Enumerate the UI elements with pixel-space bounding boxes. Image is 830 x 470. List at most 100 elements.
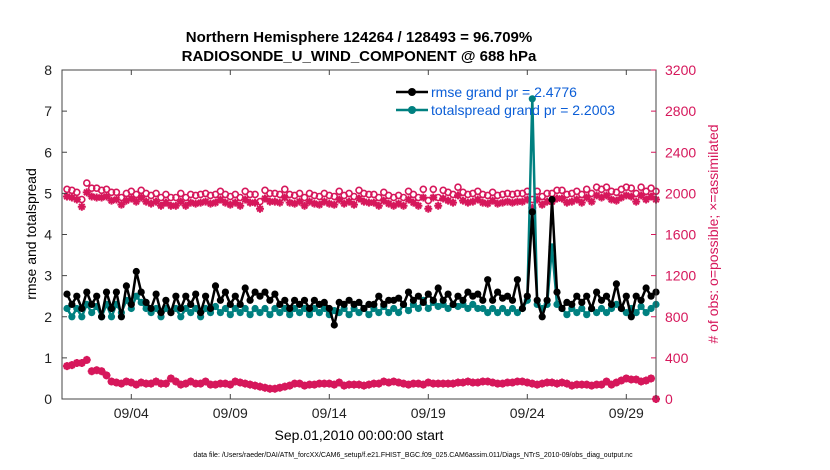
- rmse-point: [583, 292, 591, 300]
- rmse-point: [399, 300, 408, 308]
- rmse-point: [612, 280, 621, 288]
- obs-assimilated-low-point: [310, 380, 319, 389]
- obs-possible-point: [563, 190, 571, 199]
- rmse-point: [286, 304, 294, 313]
- obs-assimilated-low-point: [592, 380, 601, 389]
- obs-assimilated-point: [305, 197, 314, 206]
- rmse-point: [395, 294, 403, 302]
- rmse-point: [132, 267, 140, 276]
- obs-assimilated-low-point: [419, 380, 428, 389]
- obs-assimilated-point: [478, 198, 487, 207]
- spread-point: [597, 304, 606, 313]
- spread-point: [508, 304, 517, 313]
- rmse-point: [231, 292, 239, 300]
- obs-assimilated-point: [355, 194, 363, 203]
- obs-possible-point: [87, 184, 96, 192]
- obs-assimilated-point: [642, 195, 651, 204]
- obs-assimilated-low-point: [458, 378, 467, 387]
- rmse-point: [385, 296, 393, 304]
- spread-point: [152, 304, 160, 313]
- obs-assimilated-low-point: [468, 378, 477, 387]
- rmse-point: [573, 292, 581, 300]
- obs-assimilated-low-point: [533, 380, 542, 389]
- obs-assimilated-low-point: [112, 378, 121, 387]
- obs-assimilated-point: [498, 198, 507, 207]
- spread-point: [474, 304, 482, 313]
- obs-assimilated-low-point: [142, 379, 151, 388]
- rmse-point: [296, 300, 304, 308]
- obs-assimilated-low-point: [602, 377, 611, 386]
- obs-assimilated-point: [221, 198, 230, 207]
- spread-point: [296, 309, 304, 317]
- obs-possible-point: [177, 189, 185, 198]
- obs-assimilated-point: [112, 195, 121, 204]
- obs-assimilated-low-point: [582, 380, 591, 389]
- rmse-point: [449, 300, 457, 308]
- x-axis-label: Sep.01,2010 00:00:00 start: [275, 427, 444, 443]
- chart-title-line2: RADIOSONDE_U_WIND_COMPONENT @ 688 hPa: [182, 48, 537, 65]
- obs-assimilated-low-point: [305, 380, 314, 389]
- obs-possible-point: [167, 193, 175, 202]
- obs-assimilated-low-point: [374, 379, 383, 388]
- rmse-point: [568, 300, 576, 308]
- spread-point: [305, 311, 314, 319]
- obs-assimilated-low-point: [627, 375, 636, 384]
- obs-assimilated-low-point: [567, 381, 576, 390]
- obs-assimilated-low-point: [132, 380, 141, 389]
- spread-point: [484, 309, 492, 317]
- obs-assimilated-point: [399, 201, 408, 210]
- obs-assimilated-point: [246, 198, 255, 207]
- obs-assimilated-low-point: [166, 374, 175, 383]
- obs-assimilated-low-point: [409, 379, 418, 388]
- spread-point: [513, 309, 522, 317]
- obs-assimilated-low-point: [231, 377, 240, 386]
- obs-assimilated-point: [538, 200, 547, 209]
- obs-possible-point: [419, 185, 428, 194]
- spread-point: [216, 309, 224, 317]
- obs-assimilated-point: [320, 197, 329, 206]
- obs-possible-point: [503, 189, 512, 198]
- obs-assimilated-point: [533, 195, 542, 204]
- obs-assimilated-low-point: [122, 377, 131, 386]
- obs-possible-point: [478, 190, 487, 199]
- obs-assimilated-point: [166, 201, 175, 210]
- obs-possible-point: [553, 186, 561, 195]
- rmse-point: [112, 288, 120, 296]
- obs-assimilated-low-point: [315, 379, 324, 388]
- obs-assimilated-point: [582, 193, 591, 202]
- obs-possible-point: [622, 183, 631, 191]
- obs-possible-point: [112, 188, 121, 197]
- obs-assimilated-point: [513, 197, 522, 206]
- rmse-point: [271, 290, 279, 298]
- obs-assimilated-point: [389, 201, 398, 210]
- rmse-point: [102, 288, 111, 296]
- legend: rmse grand pr = 2.4776 totalspread grand…: [396, 84, 615, 118]
- obs-assimilated-low-point: [399, 379, 408, 388]
- obs-assimilated-point: [523, 195, 532, 204]
- obs-assimilated-low-point: [528, 379, 537, 388]
- rmse-point: [479, 296, 487, 304]
- rmse-point: [513, 276, 522, 284]
- spread-point: [494, 309, 502, 317]
- spread-point: [226, 311, 234, 319]
- obs-assimilated-low-point: [597, 380, 606, 389]
- obs-assimilated-low-point: [557, 378, 566, 387]
- obs-assimilated-low-point: [97, 367, 106, 376]
- obs-possible-point: [607, 187, 616, 196]
- y-tick-label-left: 5: [44, 185, 52, 201]
- rmse-point: [424, 290, 432, 298]
- obs-assimilated-low-point: [127, 378, 136, 387]
- rmse-point: [68, 300, 76, 308]
- spread-point: [315, 309, 323, 317]
- obs-possible-point: [508, 190, 517, 199]
- spread-point: [73, 304, 81, 313]
- obs-possible-point: [152, 189, 160, 198]
- y-tick-label-left: 1: [44, 350, 52, 366]
- obs-assimilated-low-point: [587, 381, 596, 390]
- obs-assimilated-point: [82, 188, 91, 197]
- obs-assimilated-point: [290, 199, 299, 208]
- rmse-point: [291, 296, 299, 304]
- obs-possible-point: [325, 191, 334, 200]
- obs-assimilated-low-point: [137, 378, 146, 387]
